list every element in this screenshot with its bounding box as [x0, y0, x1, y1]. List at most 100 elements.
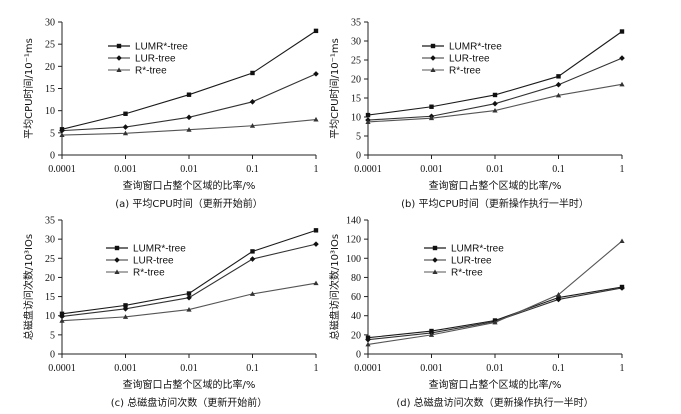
series-1-point-0 [59, 313, 65, 320]
series-2-point-4 [313, 280, 319, 286]
series-2-point-0 [59, 318, 65, 323]
legend-label-0: LUMR*-tree [133, 244, 186, 255]
y-axis-title: 总磁盘访问次数/10³IOs [328, 234, 341, 340]
y-axis-title: 平均CPU时间/10⁻¹ms [328, 38, 341, 139]
x-tick-label: 0.1 [246, 164, 259, 175]
x-tick-label: 0.001 [420, 363, 443, 374]
legend-label-0: LUMR*-tree [449, 42, 502, 53]
y-tick-label: 20 [45, 273, 55, 284]
series-1-point-4 [313, 71, 319, 77]
chart-panel-1: 0 5 10 15 20 25 30 0.0001 0.001 0.01 0.1 1 查询窗口占整个区域… [22, 18, 319, 210]
series-2-point-1 [122, 130, 129, 136]
legend-label-1: LUR-tree [449, 54, 490, 65]
y-tick-label: 20 [351, 75, 361, 86]
x-tick-label: 0.0001 [48, 164, 76, 175]
series-2-point-0 [365, 119, 371, 124]
x-axis-title: 查询窗口占整个区域的比率/% [429, 179, 562, 192]
legend-label-0: LUMR*-tree [135, 42, 188, 53]
series-2-point-4 [619, 238, 625, 244]
x-tick-label: 1 [620, 363, 625, 374]
series-1-point-3 [555, 296, 562, 303]
x-tick-label: 0.01 [180, 363, 198, 374]
legend-label-2: R*-tree [135, 66, 167, 77]
x-tick-label: 1 [314, 164, 319, 175]
x-tick-label: 0.1 [552, 363, 565, 374]
x-tick-label: 0.001 [114, 363, 137, 374]
y-tick-label: 40 [351, 311, 361, 322]
series-line-1 [61, 243, 317, 318]
y-tick-label: 0 [50, 151, 55, 162]
series-0-point-2 [492, 92, 498, 98]
legend-label-0: LUMR*-tree [451, 244, 504, 255]
x-axis-title: 查询窗口占整个区域的比率/% [123, 378, 256, 391]
series-line-1 [367, 287, 623, 341]
series-line-0 [61, 229, 317, 315]
series-0-point-3 [556, 74, 561, 79]
series-legend-2-point-0 [114, 269, 120, 274]
series-0-point-2 [186, 291, 192, 296]
y-tick-label: 5 [50, 330, 55, 341]
x-axis-title: 查询窗口占整个区域的比率/% [429, 378, 562, 391]
series-0-point-1 [429, 104, 434, 109]
series-0-point-3 [250, 70, 255, 76]
series-2-point-1 [428, 115, 435, 121]
y-tick-label: 10 [45, 311, 55, 322]
y-tick-label: 80 [351, 273, 361, 284]
series-line-2 [61, 282, 317, 322]
legend-label-2: R*-tree [449, 66, 481, 77]
legend-label-2: R*-tree [133, 268, 165, 279]
x-tick-label: 0.0001 [354, 164, 382, 175]
y-tick-label: 35 [45, 216, 55, 227]
y-tick-label: 35 [351, 18, 361, 29]
x-tick-label: 0.1 [552, 164, 565, 175]
series-0-point-0 [365, 112, 371, 118]
y-tick-label: 25 [45, 40, 55, 51]
series-legend-0-point-0 [432, 245, 438, 251]
series-1-point-0 [59, 127, 65, 134]
y-axis-title: 总磁盘访问次数/10³IOs [22, 234, 35, 340]
series-1-point-1 [122, 124, 129, 130]
y-tick-label: 60 [351, 292, 361, 303]
series-legend-2-point-0 [116, 67, 122, 72]
series-legend-1-point-0 [432, 257, 438, 263]
panel-caption: (c) 总磁盘访问次数（更新开始前） [111, 396, 267, 409]
x-tick-label: 1 [314, 363, 319, 374]
series-legend-0-point-0 [114, 245, 120, 251]
x-tick-label: 0.001 [114, 164, 137, 175]
x-tick-label: 0.01 [486, 164, 504, 175]
series-0-point-1 [123, 111, 128, 116]
x-tick-label: 0.1 [246, 363, 259, 374]
series-0-point-2 [186, 92, 192, 97]
series-legend-2-point-0 [432, 269, 438, 274]
y-tick-label: 120 [346, 235, 361, 246]
y-tick-label: 15 [45, 292, 55, 303]
series-2-point-3 [555, 292, 562, 297]
y-tick-label: 25 [351, 56, 361, 67]
series-0-point-4 [313, 228, 319, 233]
series-line-1 [61, 73, 317, 132]
series-2-point-2 [492, 107, 498, 113]
series-1-point-4 [313, 241, 319, 247]
x-tick-label: 0.001 [420, 164, 443, 175]
y-tick-label: 100 [346, 254, 361, 265]
y-tick-label: 5 [356, 132, 361, 143]
y-axis-title: 平均CPU时间/10⁻¹ms [22, 38, 35, 139]
x-tick-label: 0.01 [486, 363, 504, 374]
x-tick-label: 1 [620, 164, 625, 175]
chart-panel-3: 0 5 10 15 20 25 30 35 0.0001 0.001 0.01 0.1 1 查询窗口占整个… [22, 216, 319, 409]
series-0-point-4 [313, 28, 319, 34]
series-2-point-3 [555, 92, 562, 98]
series-2-point-0 [59, 132, 65, 138]
series-legend-1-point-0 [430, 55, 436, 61]
y-tick-label: 30 [351, 37, 361, 48]
chart-panel-2: 0 5 10 15 20 25 30 35 0.0001 0.001 0.01 0.1 1 查询窗口占整个… [328, 18, 625, 210]
series-legend-0-point-0 [116, 43, 122, 49]
series-2-point-2 [492, 319, 498, 325]
y-tick-label: 10 [351, 113, 361, 124]
chart-panel-4: 0 20 40 60 80 100 120 140 0.0001 0.001 0.01 0.1 1 查询窗… [328, 216, 625, 409]
panel-caption: (a) 平均CPU时间（更新开始前） [115, 197, 262, 210]
series-0-point-4 [619, 29, 625, 34]
y-tick-label: 5 [50, 128, 55, 139]
legend-label-1: LUR-tree [135, 54, 176, 65]
